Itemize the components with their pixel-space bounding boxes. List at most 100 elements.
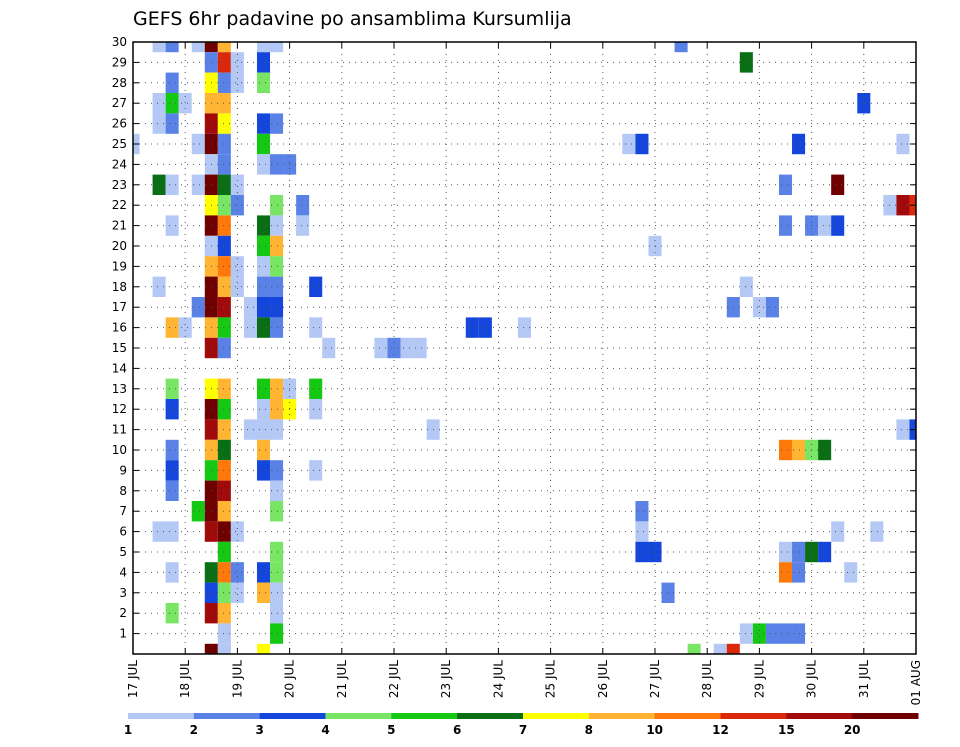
heatmap-cell [778,562,793,583]
heatmap-cell [256,154,271,175]
heatmap-cell [270,562,284,583]
colorbar-label: 3 [255,723,263,737]
x-tick-label: 01 AUG [909,660,923,705]
heatmap-cell [726,643,740,654]
heatmap-cell [217,154,231,175]
y-tick-label: 14 [112,361,127,375]
heatmap-cell [230,72,244,93]
x-tick-label: 23 JUL [439,660,453,698]
heatmap-cell [778,439,793,461]
y-tick-label: 27 [112,96,127,110]
heatmap-cell [270,623,284,644]
heatmap-cell [191,297,205,318]
heatmap-cell [635,521,649,542]
heatmap-cell [857,93,871,114]
y-tick-label: 16 [112,321,127,335]
heatmap-cell [243,419,257,440]
heatmap-cell [270,541,284,563]
heatmap-cell [309,317,323,338]
heatmap-cell [270,195,284,216]
heatmap-cell [191,174,205,195]
heatmap-cell [831,174,845,195]
y-tick-label: 6 [119,525,127,539]
heatmap-cell [517,317,532,338]
x-tick-label: 24 JUL [491,660,505,698]
heatmap-cell [217,643,231,654]
heatmap-cell [165,113,179,134]
heatmap-cell [256,256,271,277]
heatmap-cell [230,174,244,195]
y-tick-label: 3 [119,586,127,600]
colorbar-swatch [325,713,392,719]
y-tick-label: 4 [119,565,127,579]
heatmap-cell [270,297,284,318]
heatmap-cell [270,501,284,522]
heatmap-cell [752,623,766,644]
heatmap-cell [230,256,244,277]
heatmap-cell [165,317,179,338]
colorbar-label: 1 [124,723,132,737]
heatmap-cell [256,378,271,399]
heatmap-cell [243,317,257,338]
heatmap-cell [831,215,845,236]
heatmap-cell [256,460,271,481]
heatmap-cell [831,521,845,542]
heatmap-cell [270,42,284,53]
heatmap-cell [739,276,753,297]
heatmap-cell [165,399,179,420]
heatmap-cell [844,562,858,583]
heatmap-cell [270,154,284,175]
chart-title: GEFS 6hr padavine po ansamblima Kursumli… [133,8,572,30]
heatmap-cell [191,501,205,522]
y-tick-label: 5 [119,545,127,559]
colorbar-swatch [259,713,326,719]
colorbar-label: 5 [387,723,395,737]
colorbar-label: 4 [321,723,329,737]
heatmap-cell [165,480,179,501]
colorbar-label: 10 [646,723,663,737]
x-tick-label: 17 JUL [126,660,140,698]
colorbar-swatch [193,713,261,719]
heatmap-cell [296,195,310,216]
heatmap-cell [217,337,231,359]
heatmap-cell [296,215,310,236]
heatmap-cell [217,501,231,522]
heatmap-cell [217,215,231,236]
x-tick-label: 27 JUL [648,660,662,698]
heatmap-cell [178,93,192,114]
heatmap-cell [217,297,231,318]
heatmap-cell [270,256,284,277]
heatmap-cell [256,399,271,420]
heatmap-cell [191,42,205,53]
heatmap-cell [256,419,271,440]
colorbar-swatch [457,713,524,719]
heatmap-cell [165,521,179,542]
heatmap-cell [309,399,323,420]
heatmap-cell [870,521,884,542]
heatmap-cell [152,174,166,195]
heatmap-cell [818,215,832,236]
heatmap-cell [217,623,231,644]
colorbar-swatch [654,713,721,719]
grid-lines [133,42,916,654]
heatmap-cell [217,113,231,134]
colorbar-swatch [523,713,590,719]
colorbar-swatch [588,713,656,719]
heatmap-cell [165,378,179,399]
heatmap-cell [778,541,793,563]
y-tick-label: 28 [112,76,127,90]
heatmap-cell [635,133,649,155]
heatmap-cell [217,460,231,481]
heatmap-cell [217,603,231,624]
heatmap-cell [400,337,414,359]
heatmap-cell [818,541,832,563]
colorbar-label: 12 [712,723,729,737]
heatmap-cell [270,582,284,603]
heatmap-cell [896,133,910,155]
heatmap-cell [270,603,284,624]
y-tick-label: 22 [112,198,127,212]
heatmap-cell [739,623,753,644]
y-tick-label: 17 [112,300,127,314]
colorbar-label: 6 [453,723,461,737]
